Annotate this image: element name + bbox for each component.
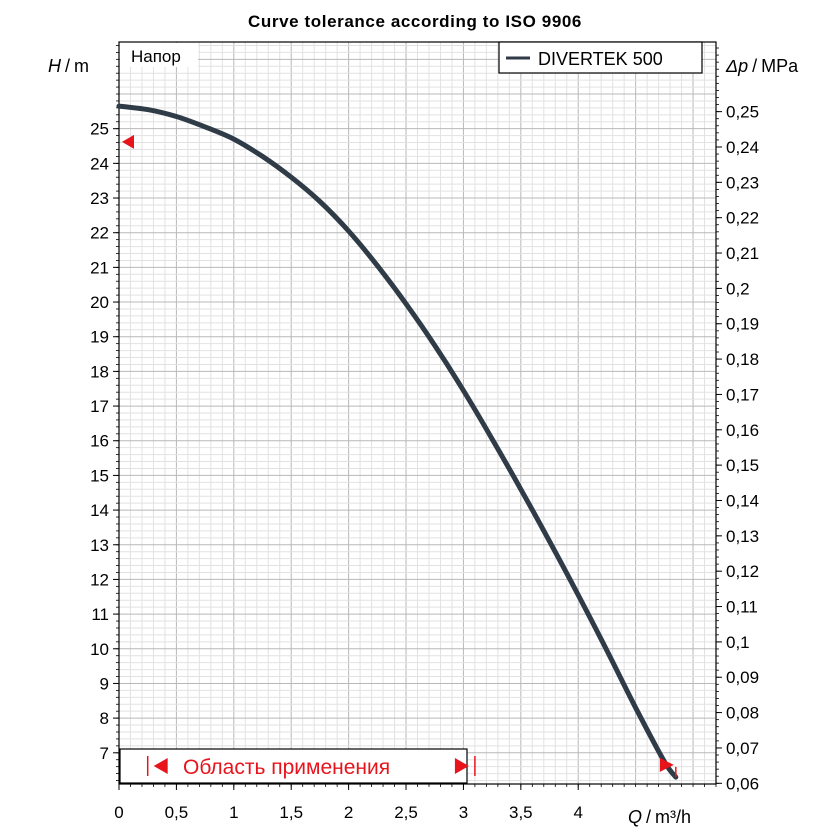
x-tick-label: 0,5	[165, 803, 189, 822]
y-axis-ticks: 7 8 9 10 11 12 13 14 15 16 17 18 19 20 21 22 23 24 25	[90, 45, 119, 781]
y2-tick-label: 0,17	[726, 385, 759, 404]
x-axis-var: Q	[628, 807, 642, 827]
legend: DIVERTEK 500	[498, 41, 703, 74]
application-range: Область применения	[119, 748, 476, 784]
y-tick-label: 19	[90, 328, 109, 347]
y2-tick-label: 0,18	[726, 350, 759, 369]
legend-entry-label: DIVERTEK 500	[538, 49, 663, 69]
x-axis-unit: m³/h	[655, 807, 691, 827]
y2-axis-var: Δp	[725, 56, 748, 76]
grid	[118, 42, 717, 784]
y-axis-var: H	[48, 56, 62, 76]
y-tick-label: 22	[90, 224, 109, 243]
panel-label: Напор	[131, 47, 181, 66]
y-axis-label: H / m	[48, 56, 89, 76]
y2-tick-label: 0,21	[726, 244, 759, 263]
y2-tick-label: 0,12	[726, 562, 759, 581]
y2-tick-label: 0,08	[726, 704, 759, 723]
y2-tick-label: 0,15	[726, 456, 759, 475]
y2-axis-ticks: 0,06 0,07 0,08 0,09 0,1 0,11 0,12 0,13 0,14 0,15 0…	[716, 47, 759, 793]
y2-tick-label: 0,16	[726, 421, 759, 440]
y2-axis-label: Δp / MPa	[725, 56, 799, 76]
x-tick-label: 0	[114, 803, 123, 822]
y-tick-label: 13	[90, 536, 109, 555]
legend-box	[498, 41, 703, 74]
curve-end-marker	[659, 757, 677, 778]
y2-tick-label: 0,06	[726, 774, 759, 793]
y-tick-label: 11	[91, 605, 109, 624]
y-tick-label: 9	[100, 674, 109, 693]
x-tick-label: 3	[459, 803, 468, 822]
y2-tick-label: 0,13	[726, 527, 759, 546]
y-tick-label: 25	[90, 120, 109, 139]
y-axis-unit: m	[74, 56, 89, 76]
y-tick-label: 17	[90, 397, 109, 416]
y2-tick-label: 0,09	[726, 668, 759, 687]
y-tick-label: 12	[90, 570, 109, 589]
x-tick-label: 1,5	[279, 803, 303, 822]
application-range-box	[119, 748, 468, 784]
y2-tick-label: 0,19	[726, 315, 759, 334]
series-curve-divertek	[116, 103, 679, 780]
application-range-marks	[146, 756, 476, 776]
x-tick-label: 2	[344, 803, 353, 822]
y2-tick-label: 0,11	[726, 598, 758, 617]
y2-tick-label: 0,22	[726, 209, 759, 228]
y-tick-label: 16	[90, 432, 109, 451]
y-tick-label: 21	[90, 258, 109, 277]
x-tick-label: 3,5	[509, 803, 533, 822]
x-axis-ticks: 0 0,5 1 1,5 2 2,5 3 3,5 4	[114, 784, 717, 822]
y2-tick-label: 0,1	[726, 633, 750, 652]
y-tick-label: 15	[90, 466, 109, 485]
y-tick-label: 24	[90, 154, 109, 173]
y2-tick-label: 0,24	[726, 138, 759, 157]
chart-title: Curve tolerance according to ISO 9906	[248, 12, 582, 31]
head-marker-arrow	[122, 134, 134, 149]
panel-label-box	[120, 43, 198, 67]
y-tick-label: 20	[90, 293, 109, 312]
x-tick-label: 2,5	[394, 803, 418, 822]
y2-tick-label: 0,23	[726, 173, 759, 192]
y-tick-label: 10	[90, 640, 109, 659]
x-tick-label: 4	[573, 803, 582, 822]
y-tick-label: 23	[90, 189, 109, 208]
y-tick-label: 8	[100, 709, 109, 728]
y-tick-label: 14	[90, 501, 109, 520]
x-axis-label: Q / m³/h	[628, 807, 691, 827]
y2-axis-unit: MPa	[761, 56, 799, 76]
y2-tick-label: 0,25	[726, 103, 759, 122]
x-tick-label: 1	[229, 803, 238, 822]
y2-tick-label: 0,2	[726, 279, 750, 298]
y2-tick-label: 0,07	[726, 739, 759, 758]
y2-tick-label: 0,14	[726, 491, 759, 510]
y-tick-label: 7	[100, 744, 109, 763]
curve-end-arrow	[659, 757, 674, 772]
y-tick-label: 18	[90, 362, 109, 381]
application-range-label: Область применения	[183, 756, 390, 779]
range-end-arrow	[454, 758, 469, 774]
range-start-arrow	[153, 758, 168, 774]
